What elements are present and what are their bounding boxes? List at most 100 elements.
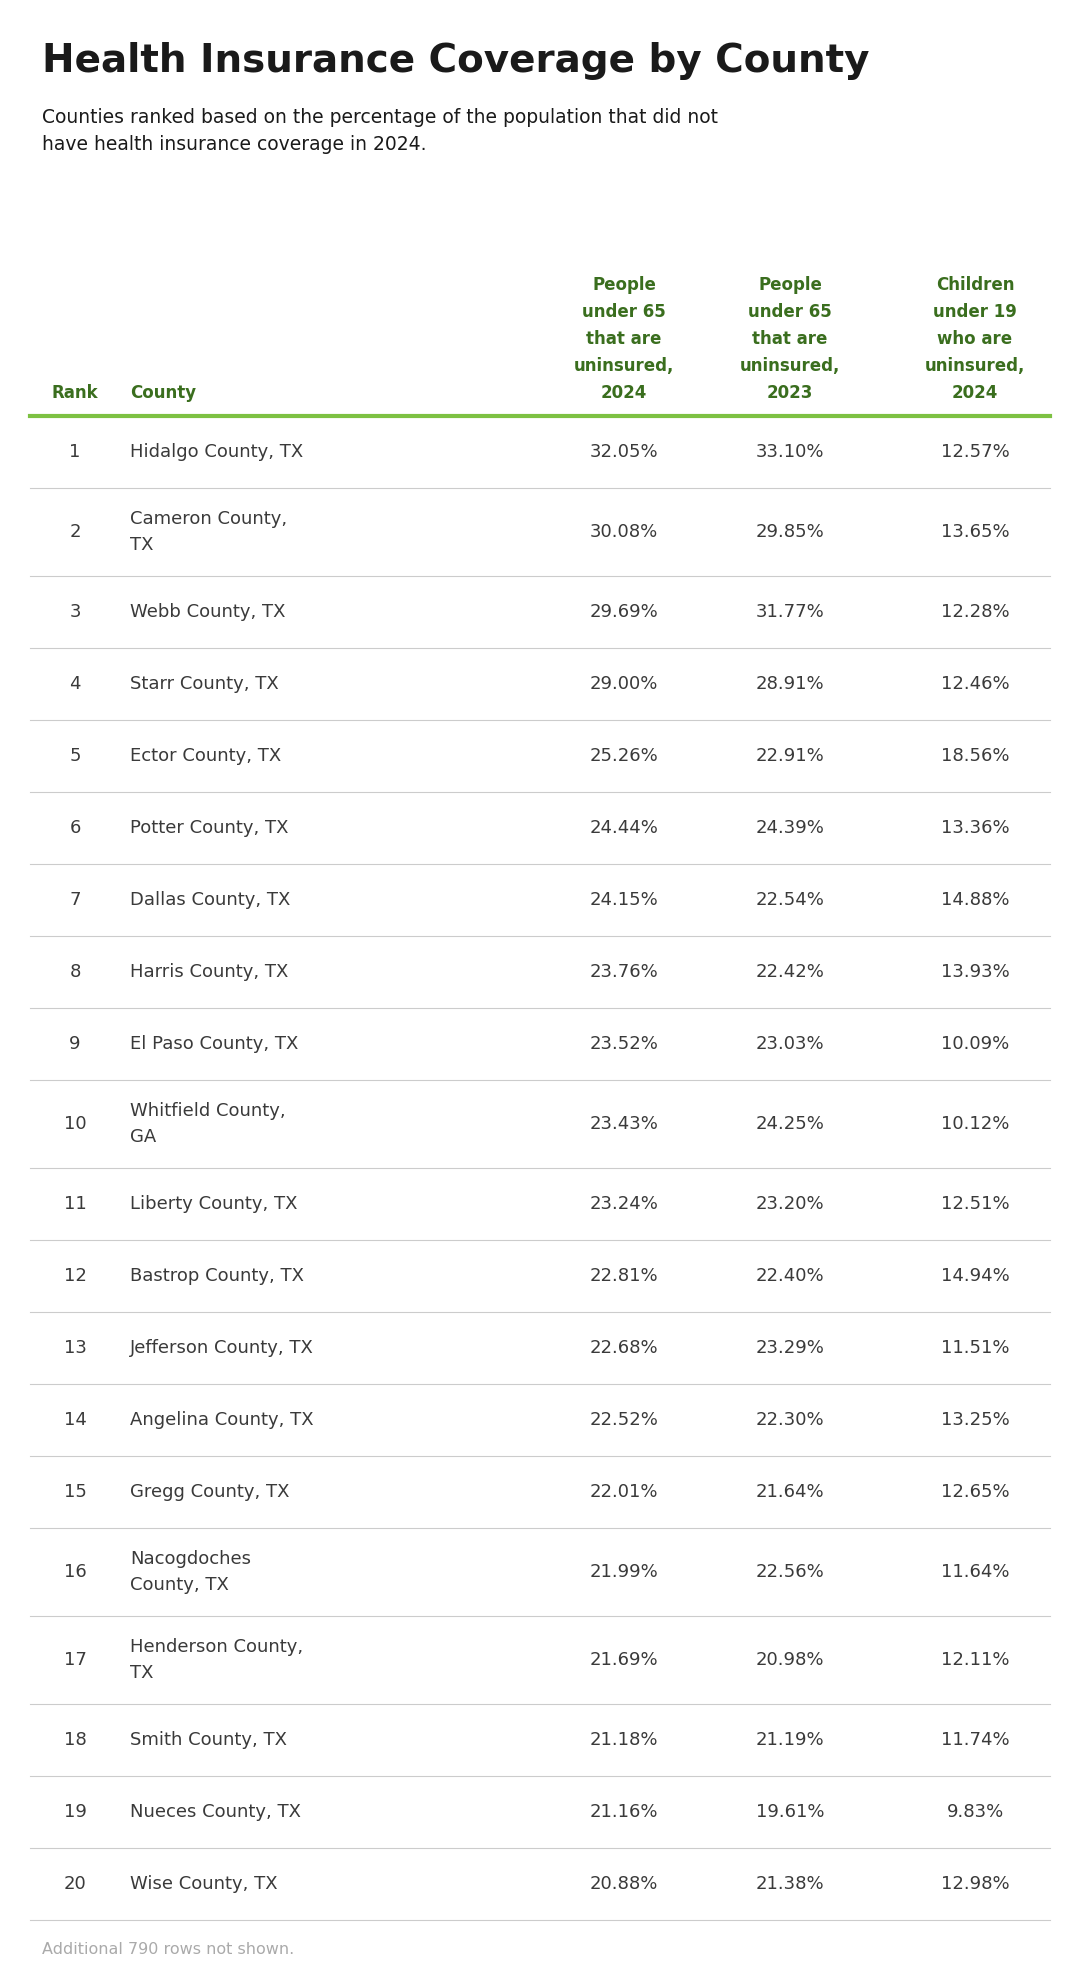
Text: 17: 17: [64, 1650, 86, 1668]
Text: 5: 5: [69, 747, 81, 765]
Text: 10.12%: 10.12%: [941, 1114, 1009, 1132]
Text: 11: 11: [64, 1196, 86, 1213]
Text: 21.64%: 21.64%: [756, 1484, 824, 1501]
Text: Smith County, TX: Smith County, TX: [130, 1732, 287, 1750]
Text: Cameron County,
TX: Cameron County, TX: [130, 510, 287, 554]
Text: 29.00%: 29.00%: [590, 675, 658, 693]
Text: 18.56%: 18.56%: [941, 747, 1009, 765]
Text: 24.25%: 24.25%: [756, 1114, 824, 1132]
Text: 7: 7: [69, 892, 81, 910]
Text: 1: 1: [69, 443, 81, 461]
Text: 29.69%: 29.69%: [590, 604, 659, 622]
Text: 22.40%: 22.40%: [756, 1267, 824, 1285]
Text: Liberty County, TX: Liberty County, TX: [130, 1196, 297, 1213]
Text: Potter County, TX: Potter County, TX: [130, 818, 288, 836]
Text: 13: 13: [64, 1339, 86, 1356]
Text: 12.28%: 12.28%: [941, 604, 1010, 622]
Text: 33.10%: 33.10%: [756, 443, 824, 461]
Text: 18: 18: [64, 1732, 86, 1750]
Text: Whitfield County,
GA: Whitfield County, GA: [130, 1102, 285, 1146]
Text: 21.19%: 21.19%: [756, 1732, 824, 1750]
Text: Health Insurance Coverage by County: Health Insurance Coverage by County: [42, 42, 869, 79]
Text: Children
under 19
who are
uninsured,
2024: Children under 19 who are uninsured, 202…: [924, 276, 1025, 401]
Text: 20: 20: [64, 1875, 86, 1893]
Text: 19: 19: [64, 1803, 86, 1821]
Text: Counties ranked based on the percentage of the population that did not
have heal: Counties ranked based on the percentage …: [42, 107, 718, 155]
Text: 21.38%: 21.38%: [756, 1875, 824, 1893]
Text: 8: 8: [69, 963, 81, 981]
Text: 14.94%: 14.94%: [941, 1267, 1010, 1285]
Text: Hidalgo County, TX: Hidalgo County, TX: [130, 443, 303, 461]
Text: 22.42%: 22.42%: [756, 963, 824, 981]
Text: 25.26%: 25.26%: [590, 747, 659, 765]
Text: 13.65%: 13.65%: [941, 522, 1010, 540]
Text: Harris County, TX: Harris County, TX: [130, 963, 288, 981]
Text: 23.24%: 23.24%: [590, 1196, 659, 1213]
Text: People
under 65
that are
uninsured,
2024: People under 65 that are uninsured, 2024: [573, 276, 674, 401]
Text: Rank: Rank: [52, 383, 98, 401]
Text: 16: 16: [64, 1563, 86, 1581]
Text: 22.56%: 22.56%: [756, 1563, 824, 1581]
Text: 20.88%: 20.88%: [590, 1875, 658, 1893]
Text: 24.44%: 24.44%: [590, 818, 659, 836]
Text: 14: 14: [64, 1410, 86, 1430]
Text: 9.83%: 9.83%: [946, 1803, 1003, 1821]
Text: 22.81%: 22.81%: [590, 1267, 659, 1285]
Text: 11.64%: 11.64%: [941, 1563, 1009, 1581]
Text: 22.01%: 22.01%: [590, 1484, 658, 1501]
Text: 24.39%: 24.39%: [756, 818, 824, 836]
Text: 23.76%: 23.76%: [590, 963, 659, 981]
Text: 11.74%: 11.74%: [941, 1732, 1010, 1750]
Text: 13.36%: 13.36%: [941, 818, 1010, 836]
Text: Wise County, TX: Wise County, TX: [130, 1875, 278, 1893]
Text: 12.57%: 12.57%: [941, 443, 1010, 461]
Text: 22.54%: 22.54%: [756, 892, 824, 910]
Text: 11.51%: 11.51%: [941, 1339, 1009, 1356]
Text: 4: 4: [69, 675, 81, 693]
Text: 9: 9: [69, 1035, 81, 1053]
Text: Nueces County, TX: Nueces County, TX: [130, 1803, 301, 1821]
Text: 19.61%: 19.61%: [756, 1803, 824, 1821]
Text: Dallas County, TX: Dallas County, TX: [130, 892, 291, 910]
Text: 2: 2: [69, 522, 81, 540]
Text: 6: 6: [69, 818, 81, 836]
Text: 3: 3: [69, 604, 81, 622]
Text: 21.69%: 21.69%: [590, 1650, 659, 1668]
Text: 12.51%: 12.51%: [941, 1196, 1010, 1213]
Text: 22.52%: 22.52%: [590, 1410, 659, 1430]
Text: Angelina County, TX: Angelina County, TX: [130, 1410, 313, 1430]
Text: 13.25%: 13.25%: [941, 1410, 1010, 1430]
Text: 10: 10: [64, 1114, 86, 1132]
Text: 12.11%: 12.11%: [941, 1650, 1009, 1668]
Text: 23.20%: 23.20%: [756, 1196, 824, 1213]
Text: 21.99%: 21.99%: [590, 1563, 659, 1581]
Text: Gregg County, TX: Gregg County, TX: [130, 1484, 289, 1501]
Text: Bastrop County, TX: Bastrop County, TX: [130, 1267, 303, 1285]
Text: 23.03%: 23.03%: [756, 1035, 824, 1053]
Text: 10.09%: 10.09%: [941, 1035, 1009, 1053]
Text: 31.77%: 31.77%: [756, 604, 824, 622]
Text: 12.98%: 12.98%: [941, 1875, 1010, 1893]
Text: Henderson County,
TX: Henderson County, TX: [130, 1638, 303, 1682]
Text: 32.05%: 32.05%: [590, 443, 659, 461]
Text: 21.16%: 21.16%: [590, 1803, 658, 1821]
Text: Webb County, TX: Webb County, TX: [130, 604, 285, 622]
Text: People
under 65
that are
uninsured,
2023: People under 65 that are uninsured, 2023: [740, 276, 840, 401]
Text: 21.18%: 21.18%: [590, 1732, 658, 1750]
Text: 30.08%: 30.08%: [590, 522, 658, 540]
Text: Additional 790 rows not shown.: Additional 790 rows not shown.: [42, 1942, 294, 1956]
Text: 12.46%: 12.46%: [941, 675, 1010, 693]
Text: Nacogdoches
County, TX: Nacogdoches County, TX: [130, 1551, 251, 1593]
Text: 22.91%: 22.91%: [756, 747, 824, 765]
Text: 23.52%: 23.52%: [590, 1035, 659, 1053]
Text: 22.30%: 22.30%: [756, 1410, 824, 1430]
Text: 24.15%: 24.15%: [590, 892, 659, 910]
Text: El Paso County, TX: El Paso County, TX: [130, 1035, 298, 1053]
Text: 22.68%: 22.68%: [590, 1339, 659, 1356]
Text: Ector County, TX: Ector County, TX: [130, 747, 281, 765]
Text: County: County: [130, 383, 197, 401]
Text: 28.91%: 28.91%: [756, 675, 824, 693]
Text: 23.29%: 23.29%: [756, 1339, 824, 1356]
Text: 29.85%: 29.85%: [756, 522, 824, 540]
Text: 14.88%: 14.88%: [941, 892, 1009, 910]
